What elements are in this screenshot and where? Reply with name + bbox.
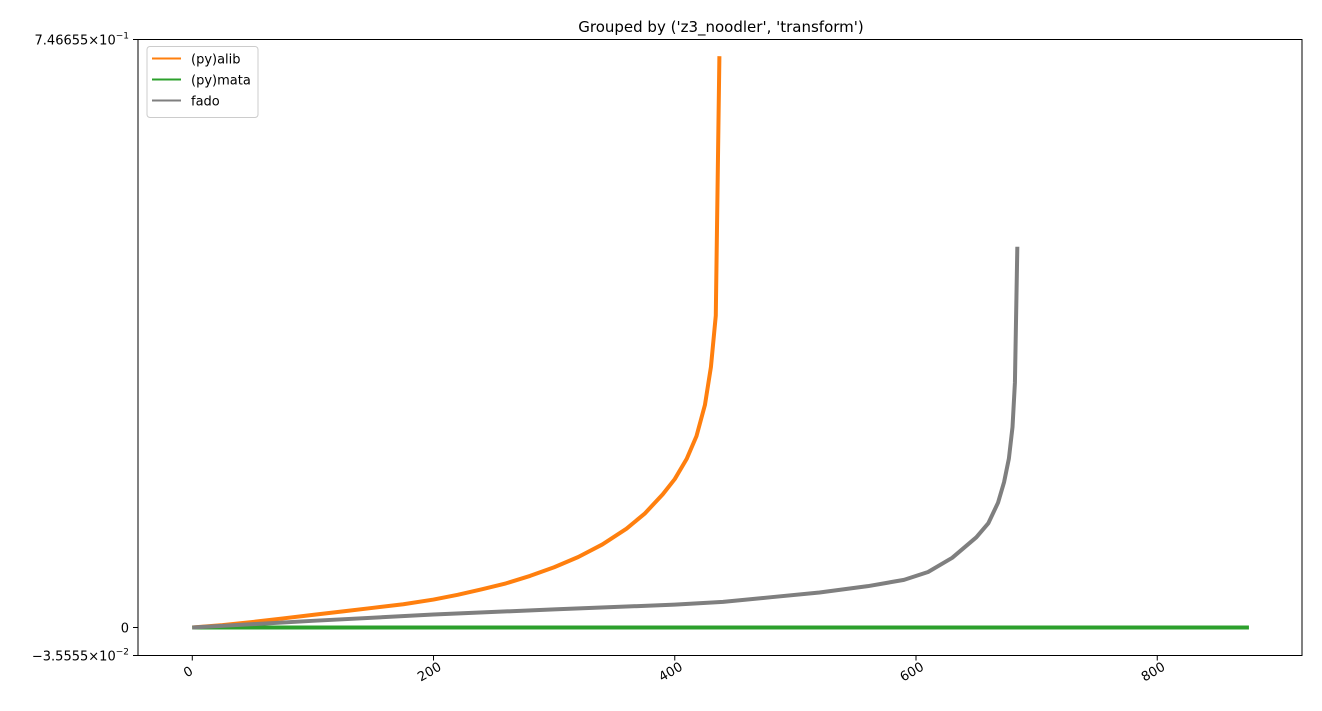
series-line-2 bbox=[192, 246, 1020, 630]
x-tick-label: 400 bbox=[657, 660, 686, 685]
series-line-0 bbox=[192, 56, 722, 630]
y-tick-label: 7.46655×10−1 bbox=[35, 32, 129, 49]
y-tick-times: ×10 bbox=[88, 650, 115, 665]
y-tick-exponent: −1 bbox=[116, 32, 129, 42]
y-axis: 7.46655×10−10−3.5555×10−2 bbox=[32, 32, 138, 665]
y-tick-label: −3.5555×10−2 bbox=[32, 648, 129, 665]
legend-label: fado bbox=[191, 95, 220, 110]
legend-label: (py)mata bbox=[191, 74, 251, 89]
y-tick-times: ×10 bbox=[88, 34, 115, 49]
x-tick-label: 200 bbox=[415, 660, 444, 685]
x-tick-label: 800 bbox=[1139, 660, 1168, 685]
legend: (py)alib (py)mata fado bbox=[146, 46, 259, 118]
y-tick-mantissa: −3.5555 bbox=[32, 650, 88, 665]
y-tick-label: 0 bbox=[121, 622, 129, 637]
plot-area bbox=[137, 39, 1303, 656]
legend-label: (py)alib bbox=[191, 53, 241, 68]
x-tick-label: 0 bbox=[181, 664, 196, 681]
x-tick-label: 600 bbox=[898, 660, 927, 685]
series-layer bbox=[192, 56, 1249, 630]
x-axis: 0 200 400 600 800 bbox=[181, 655, 1168, 685]
y-tick-mantissa: 7.46655 bbox=[35, 34, 89, 49]
y-tick-mantissa: 0 bbox=[121, 622, 129, 637]
chart-title: Grouped by ('z3_noodler', 'transform') bbox=[578, 18, 863, 37]
y-tick-exponent: −2 bbox=[116, 648, 129, 658]
